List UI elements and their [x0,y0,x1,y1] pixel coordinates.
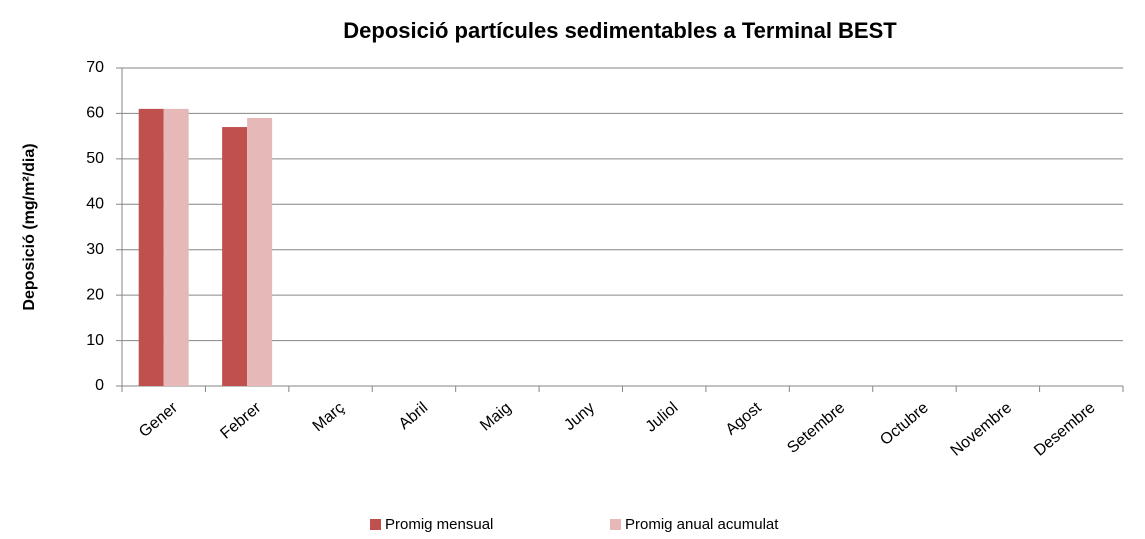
x-tick-label: Març [310,399,348,435]
y-tick-label: 60 [86,105,104,122]
bar [138,108,164,386]
bar [222,127,248,387]
x-tick-label: Juliol [643,399,682,435]
x-tick-label: Novembre [948,399,1016,460]
x-tick-label: Desembre [1031,399,1099,460]
chart-title: Deposició partícules sedimentables a Ter… [343,18,897,43]
legend-label: Promig anual acumulat [625,516,779,533]
y-tick-label: 40 [86,196,104,213]
y-tick-label: 20 [86,286,104,303]
y-tick-label: 0 [95,377,104,394]
x-tick-label: Octubre [877,399,932,449]
legend-label: Promig mensual [385,516,493,533]
x-tick-label: Agost [723,399,766,439]
x-tick-label: Setembre [784,399,848,457]
y-tick-label: 70 [86,59,104,76]
y-tick-label: 30 [86,241,104,258]
y-tick-label: 10 [86,332,104,349]
legend-swatch [370,519,381,530]
bar [163,108,189,386]
x-tick-label: Gener [136,399,182,441]
x-tick-label: Abril [396,399,431,433]
y-tick-label: 50 [86,150,104,167]
legend-swatch [610,519,621,530]
y-axis-label: Deposició (mg/m²/dia) [21,143,38,310]
x-tick-label: Febrer [217,399,265,443]
x-tick-label: Juny [561,399,598,434]
bar [247,117,273,386]
x-tick-label: Maig [477,399,515,434]
